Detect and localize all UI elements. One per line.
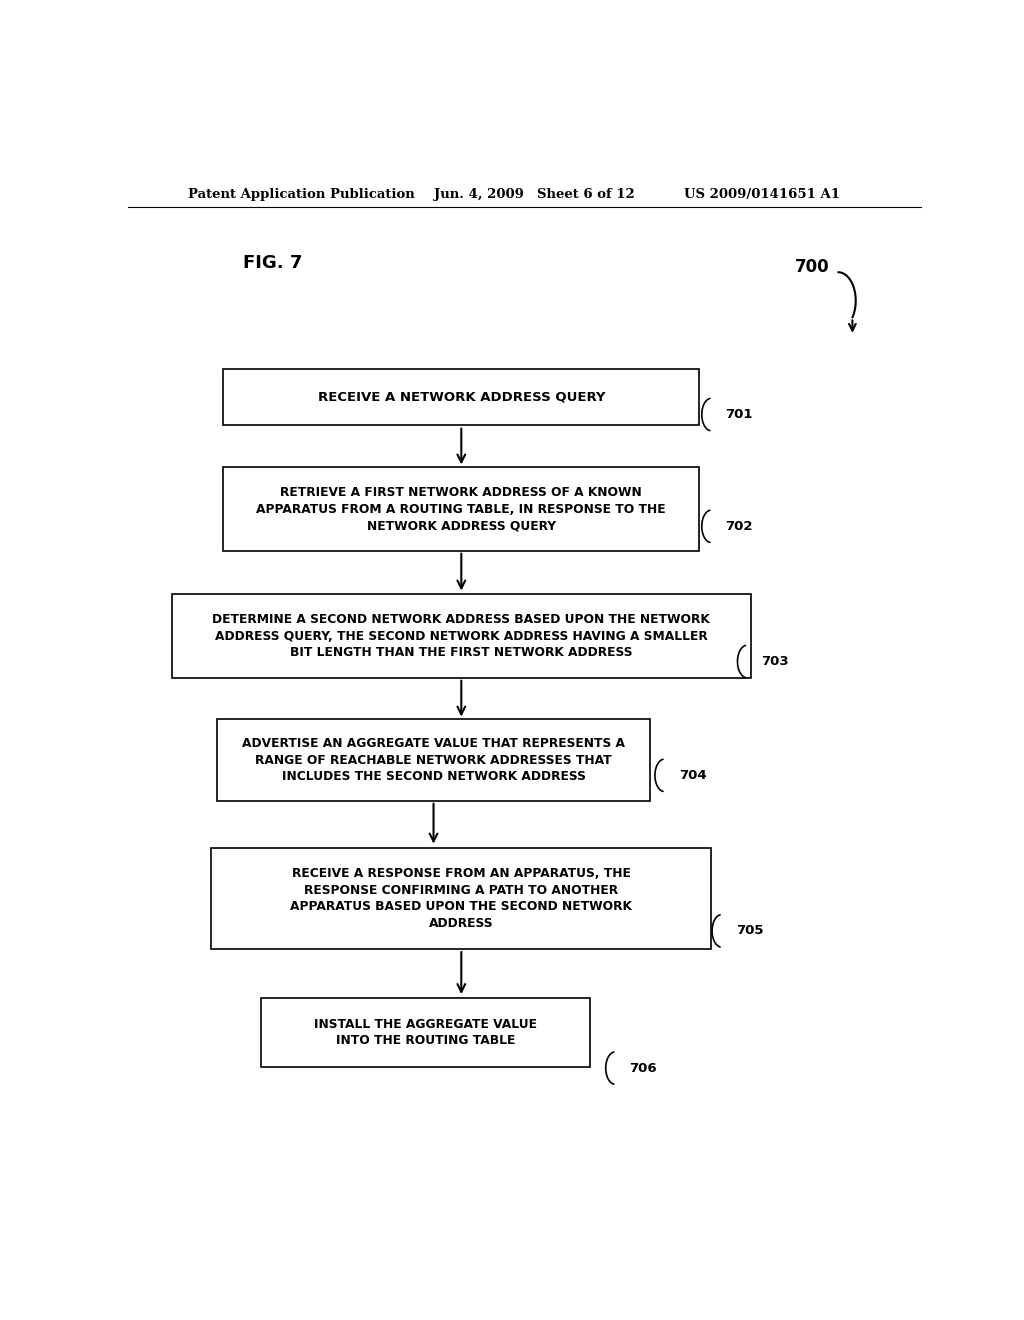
Text: 705: 705 xyxy=(736,924,764,937)
Text: 704: 704 xyxy=(679,768,707,781)
FancyBboxPatch shape xyxy=(172,594,751,677)
Text: RETRIEVE A FIRST NETWORK ADDRESS OF A KNOWN
APPARATUS FROM A ROUTING TABLE, IN R: RETRIEVE A FIRST NETWORK ADDRESS OF A KN… xyxy=(256,486,667,532)
FancyBboxPatch shape xyxy=(211,847,712,949)
Text: ADVERTISE AN AGGREGATE VALUE THAT REPRESENTS A
RANGE OF REACHABLE NETWORK ADDRES: ADVERTISE AN AGGREGATE VALUE THAT REPRES… xyxy=(242,737,625,783)
Text: 702: 702 xyxy=(726,520,753,533)
Text: INSTALL THE AGGREGATE VALUE
INTO THE ROUTING TABLE: INSTALL THE AGGREGATE VALUE INTO THE ROU… xyxy=(314,1018,538,1047)
FancyBboxPatch shape xyxy=(217,719,650,801)
Text: Sheet 6 of 12: Sheet 6 of 12 xyxy=(537,189,635,202)
Text: 703: 703 xyxy=(761,655,788,668)
Text: 700: 700 xyxy=(795,259,829,276)
Text: US 2009/0141651 A1: US 2009/0141651 A1 xyxy=(684,189,840,202)
FancyBboxPatch shape xyxy=(223,370,699,425)
Text: FIG. 7: FIG. 7 xyxy=(243,253,302,272)
Text: Patent Application Publication: Patent Application Publication xyxy=(187,189,415,202)
Text: 706: 706 xyxy=(630,1061,657,1074)
FancyBboxPatch shape xyxy=(223,467,699,550)
Text: DETERMINE A SECOND NETWORK ADDRESS BASED UPON THE NETWORK
ADDRESS QUERY, THE SEC: DETERMINE A SECOND NETWORK ADDRESS BASED… xyxy=(212,612,711,659)
Text: 701: 701 xyxy=(726,408,753,421)
Text: RECEIVE A NETWORK ADDRESS QUERY: RECEIVE A NETWORK ADDRESS QUERY xyxy=(317,391,605,404)
Text: Jun. 4, 2009: Jun. 4, 2009 xyxy=(433,189,523,202)
Text: RECEIVE A RESPONSE FROM AN APPARATUS, THE
RESPONSE CONFIRMING A PATH TO ANOTHER
: RECEIVE A RESPONSE FROM AN APPARATUS, TH… xyxy=(291,867,632,929)
FancyBboxPatch shape xyxy=(261,998,590,1067)
